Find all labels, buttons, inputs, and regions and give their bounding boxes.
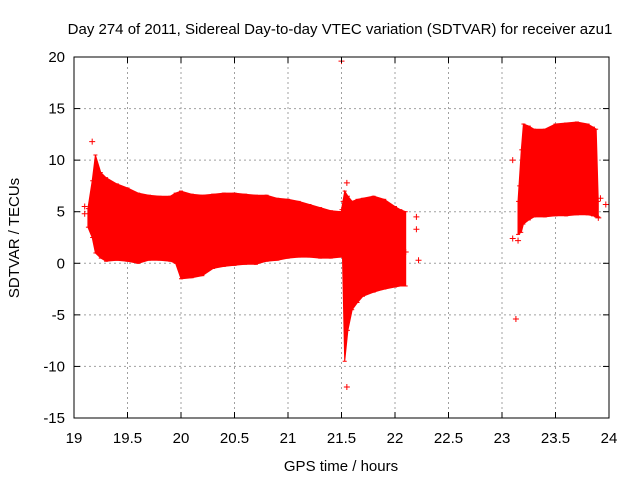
data-point: [89, 138, 96, 145]
y-tick-labels: -15 -10 -5 0 5 10 15 20: [43, 49, 65, 427]
data-point: [81, 210, 88, 217]
y-tick-label: 5: [57, 204, 65, 221]
y-tick-label: -15: [43, 410, 65, 427]
data-point: [413, 213, 420, 220]
data-point: [509, 235, 516, 242]
x-tick-label: 23.5: [541, 430, 570, 447]
x-tick-labels: 19 19.5 20 20.5 21 21.5 22 22.5 23 23.5 24: [66, 430, 618, 447]
x-tick-label: 24: [601, 430, 618, 447]
x-tick-label: 20: [173, 430, 190, 447]
data-point: [597, 195, 604, 202]
chart-title: Day 274 of 2011, Sidereal Day-to-day VTE…: [68, 21, 613, 38]
x-axis-label: GPS time / hours: [284, 458, 398, 475]
y-tick-label: -10: [43, 358, 65, 375]
data-point: [415, 257, 422, 264]
x-tick-label: 23: [494, 430, 511, 447]
x-tick-label: 22.5: [434, 430, 463, 447]
axis-ticks: [73, 56, 610, 419]
data-point: [81, 203, 88, 210]
y-tick-label: 20: [48, 49, 65, 66]
data-point: [402, 248, 409, 255]
data-point: [595, 214, 602, 221]
y-tick-label: 10: [48, 152, 65, 169]
x-tick-label: 20.5: [220, 430, 249, 447]
data-points: [81, 58, 609, 391]
data-point: [515, 237, 522, 244]
data-bands: [85, 121, 601, 362]
x-tick-label: 21: [280, 430, 297, 447]
data-point: [413, 226, 420, 233]
x-tick-label: 22: [387, 430, 404, 447]
data-point: [602, 201, 609, 208]
data-point: [340, 198, 347, 205]
x-tick-label: 19: [66, 430, 83, 447]
x-tick-label: 21.5: [327, 430, 356, 447]
data-point: [517, 182, 524, 189]
y-tick-label: 15: [48, 101, 65, 118]
data-point: [343, 384, 350, 391]
data-point: [512, 315, 519, 322]
data-point: [509, 157, 516, 164]
y-axis-label: SDTVAR / TECUs: [6, 178, 23, 298]
data-point: [343, 179, 350, 186]
x-tick-label: 19.5: [113, 430, 142, 447]
y-tick-label: 0: [57, 255, 65, 272]
y-tick-label: -5: [52, 307, 65, 324]
